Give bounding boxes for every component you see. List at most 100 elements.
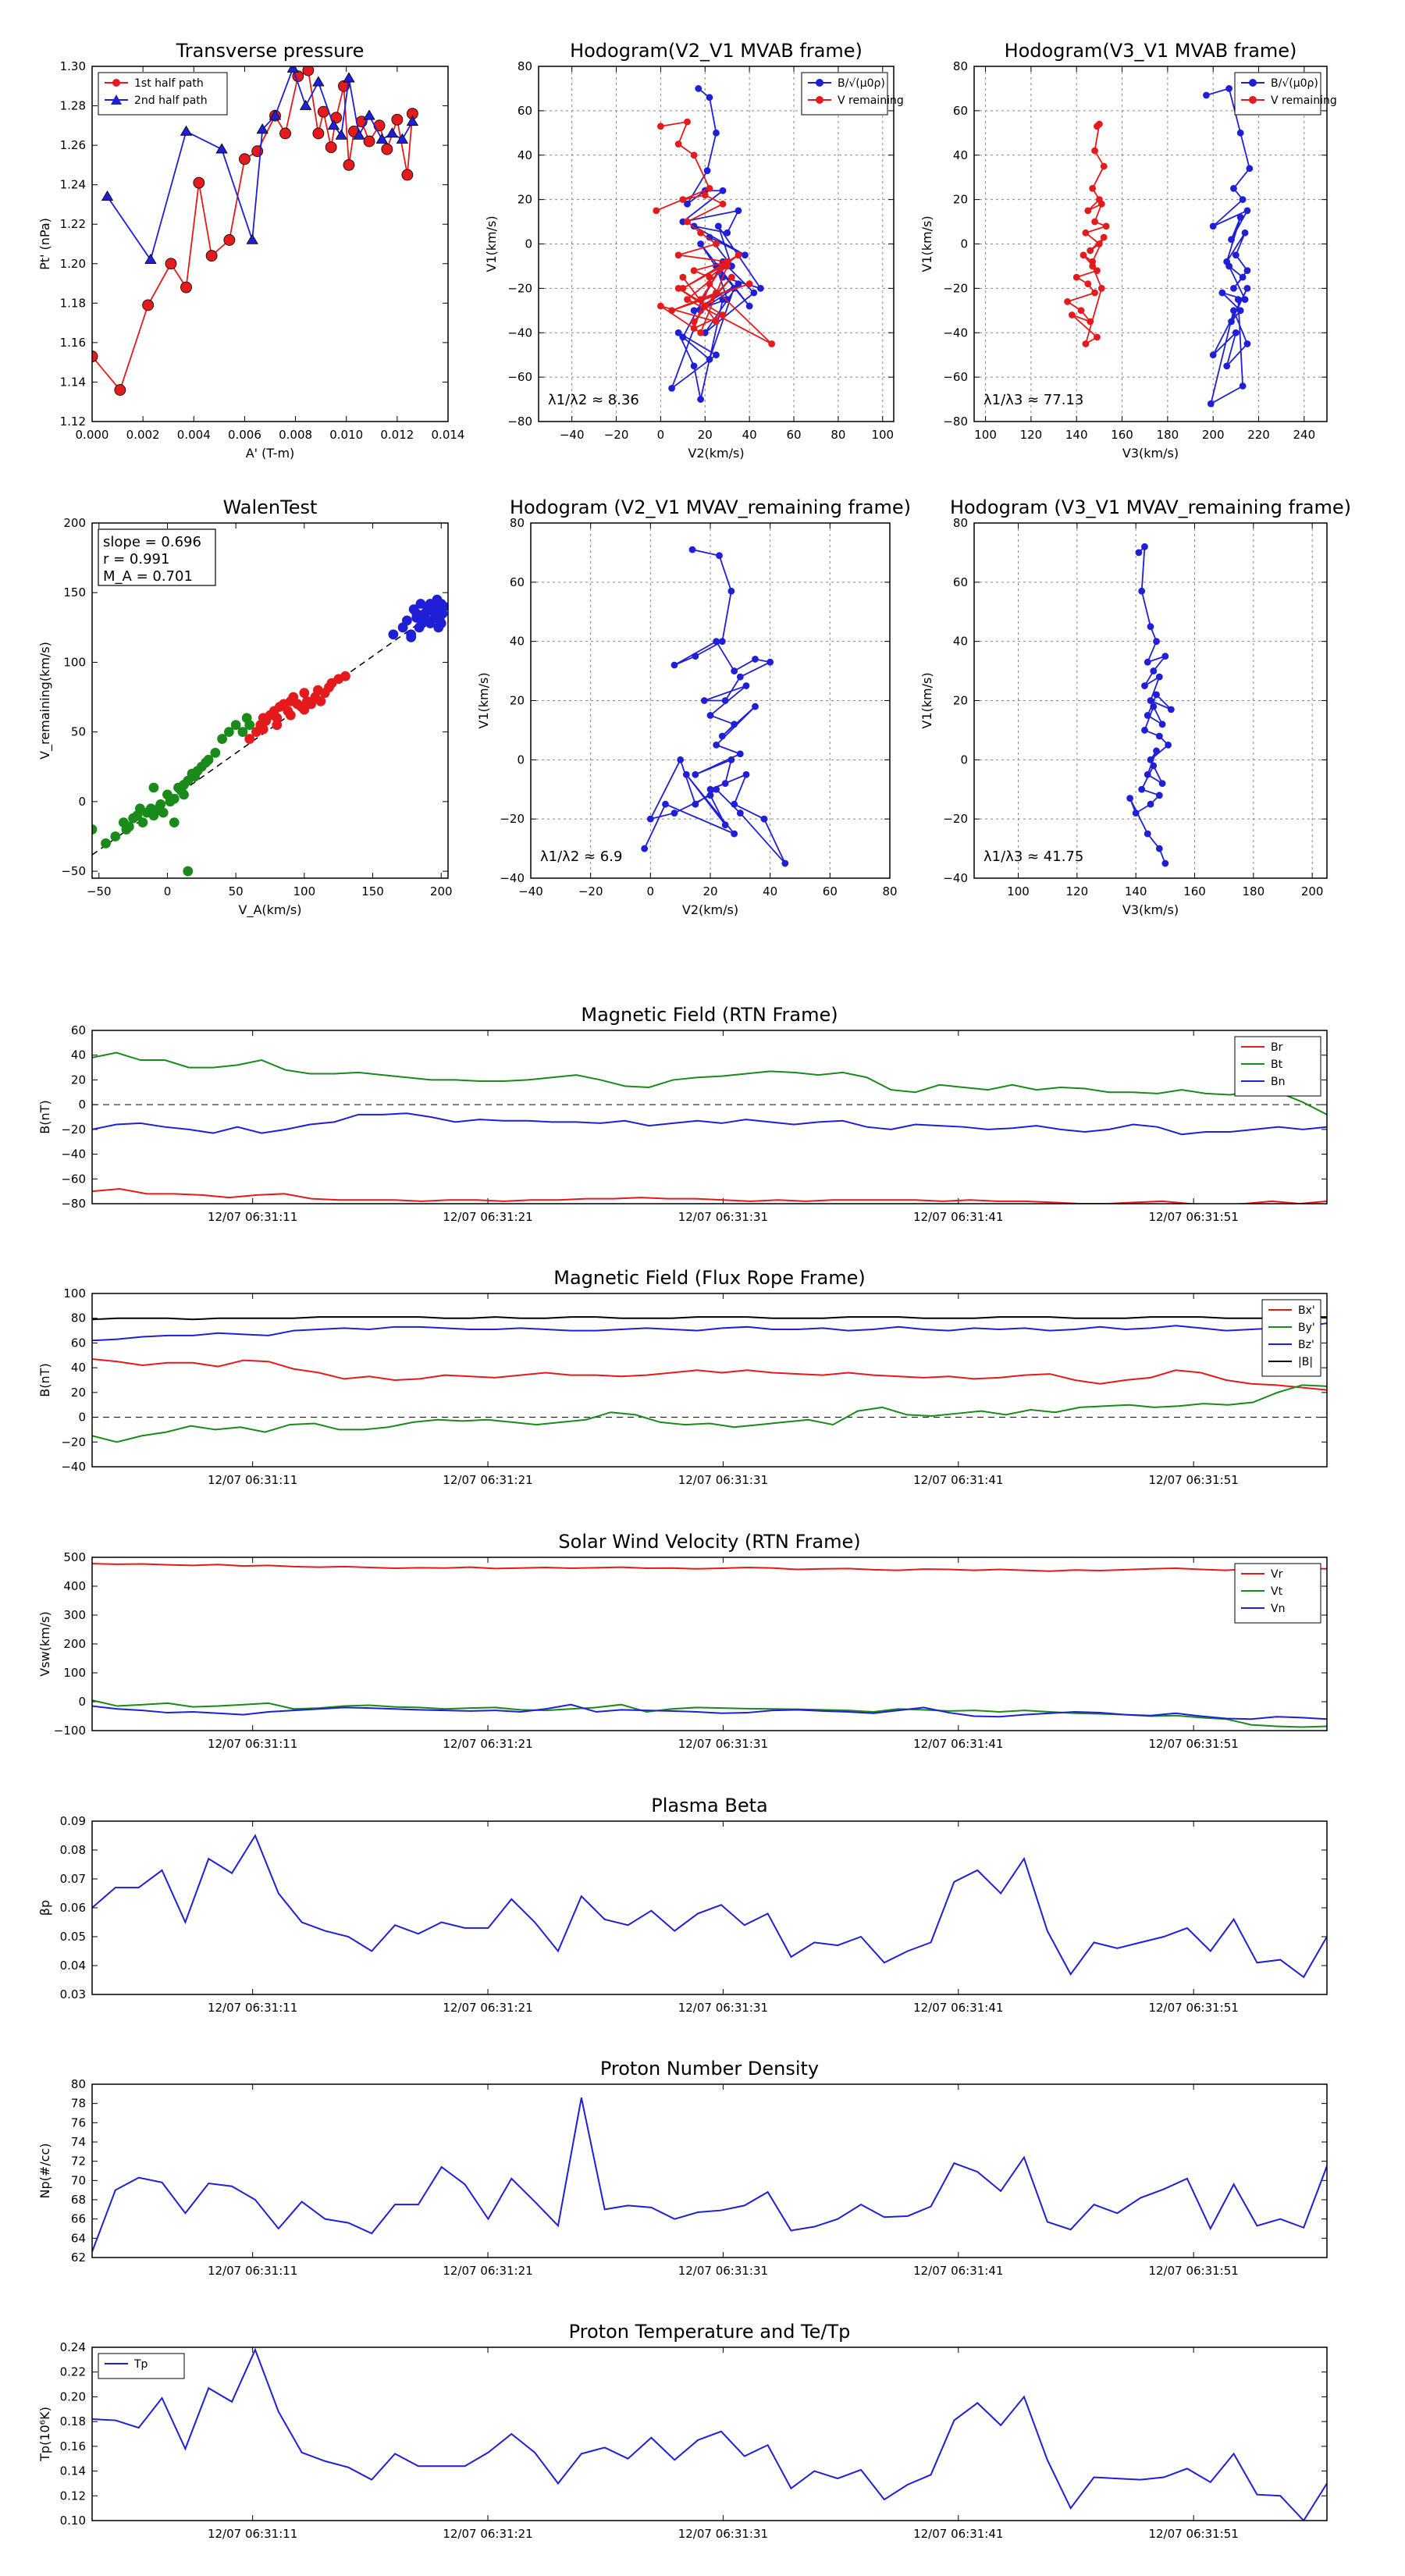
data-point: [731, 800, 738, 808]
data-point: [1153, 638, 1160, 646]
x-tick-label: 20: [698, 428, 713, 442]
data-point: [230, 720, 241, 731]
data-point: [1094, 267, 1101, 275]
series-line-1: [92, 1384, 1327, 1443]
data-point: [728, 273, 735, 281]
data-point: [391, 113, 404, 126]
x-axis-label: V3(km/s): [1122, 902, 1179, 917]
y-axis-label: Vsw(km/s): [37, 1611, 52, 1676]
y-tick-label: 0: [517, 753, 525, 767]
data-point: [155, 799, 166, 809]
data-point: [706, 280, 713, 288]
data-point: [1141, 682, 1148, 689]
plot-area: [1064, 85, 1254, 407]
series-line-1: [92, 1051, 1327, 1115]
y-tick-label: 1.20: [60, 257, 86, 271]
x-axis-label: V2(km/s): [682, 902, 738, 917]
data-point: [411, 612, 422, 623]
x-tick-label: 12/07 06:31:21: [443, 2264, 532, 2278]
data-point: [735, 207, 742, 215]
legend-label: Bn: [1271, 1076, 1285, 1088]
x-tick-label: 0: [647, 884, 655, 898]
data-point: [670, 661, 678, 669]
x-tick-label: 12/07 06:31:51: [1148, 2527, 1238, 2541]
data-point: [752, 656, 759, 663]
chart-panel-9: Plasma Beta 0.03 0.04 0.05 0.06 0.07 0.08 0.09 1…: [37, 1795, 1328, 2015]
data-point: [731, 667, 738, 674]
y-tick-label: 200: [63, 1637, 86, 1651]
axes-frame: [973, 522, 1328, 879]
legend-label: |B|: [1298, 1356, 1313, 1368]
fit-line: [92, 602, 448, 856]
legend-box: [1234, 72, 1321, 116]
data-point: [690, 307, 698, 315]
data-point: [706, 712, 714, 719]
data-point: [742, 682, 750, 689]
data-point: [695, 85, 702, 92]
y-tick-label: −80: [61, 1197, 86, 1211]
legend-label: 2nd half path: [134, 94, 208, 107]
chart-panel-2: Hodogram(V3_V1 MVAB frame) −80 −60 −40 −20 0 2…: [919, 40, 1337, 461]
data-point: [258, 724, 269, 735]
x-tick-label: 12/07 06:31:31: [678, 2527, 768, 2541]
y-tick-label: 1.18: [60, 296, 86, 310]
data-point: [724, 262, 731, 270]
data-point: [684, 200, 691, 208]
data-point: [205, 250, 218, 262]
data-point: [736, 673, 744, 681]
y-tick-label: 40: [71, 1361, 86, 1375]
x-tick-label: 12/07 06:31:31: [678, 2001, 768, 2015]
data-point: [719, 311, 727, 318]
x-tick-label: 120: [1066, 884, 1089, 898]
y-tick-label: −40: [507, 326, 532, 340]
data-point: [1207, 400, 1215, 407]
data-point: [121, 824, 132, 834]
plot-area: [641, 546, 789, 867]
x-tick-label: 12/07 06:31:51: [1148, 2001, 1238, 2015]
y-tick-label: 66: [71, 2212, 86, 2226]
data-point: [286, 66, 300, 73]
data-point: [1091, 289, 1098, 297]
data-point: [101, 190, 114, 201]
data-point: [690, 362, 698, 370]
plot-area: [92, 66, 419, 396]
plot-area: [92, 2347, 1327, 2521]
data-point: [735, 251, 742, 259]
y-tick-label: 0.06: [60, 1901, 86, 1915]
y-tick-label: 0.10: [60, 2514, 86, 2528]
chart-title: Magnetic Field (Flux Rope Frame): [553, 1267, 865, 1289]
data-point: [158, 807, 169, 818]
y-tick-label: 20: [71, 1073, 86, 1087]
data-point: [706, 785, 714, 793]
data-point: [646, 815, 654, 823]
x-tick-label: 12/07 06:31:41: [913, 1473, 1003, 1487]
legend-label: Bt: [1271, 1059, 1283, 1071]
data-point: [736, 809, 744, 817]
y-tick-label: 74: [71, 2135, 86, 2149]
y-tick-label: −40: [943, 871, 968, 885]
y-tick-label: −50: [61, 864, 86, 878]
x-axis-label: A' (T-m): [246, 446, 295, 461]
data-point: [679, 273, 687, 281]
data-point: [697, 296, 704, 303]
x-tick-label: 0.012: [380, 428, 414, 442]
chart-panel-8: Solar Wind Velocity (RTN Frame) −100 0 100 2…: [37, 1531, 1328, 1751]
data-point: [692, 653, 699, 660]
data-point: [183, 866, 194, 877]
axes-frame: [91, 522, 449, 879]
y-tick-label: 40: [518, 148, 532, 162]
data-point: [657, 123, 664, 130]
data-point: [1150, 762, 1158, 770]
y-tick-label: 0.18: [60, 2414, 86, 2428]
x-tick-label: 140: [1125, 884, 1147, 898]
chart-title: Transverse pressure: [176, 40, 365, 62]
data-point: [1236, 307, 1244, 315]
series-line-0: [643, 549, 786, 864]
data-point: [1167, 706, 1175, 713]
data-point: [713, 289, 720, 297]
data-point: [1087, 318, 1094, 326]
data-point: [1155, 732, 1163, 740]
data-point: [713, 351, 720, 359]
legend-marker: [816, 96, 823, 104]
data-point: [1084, 207, 1092, 215]
